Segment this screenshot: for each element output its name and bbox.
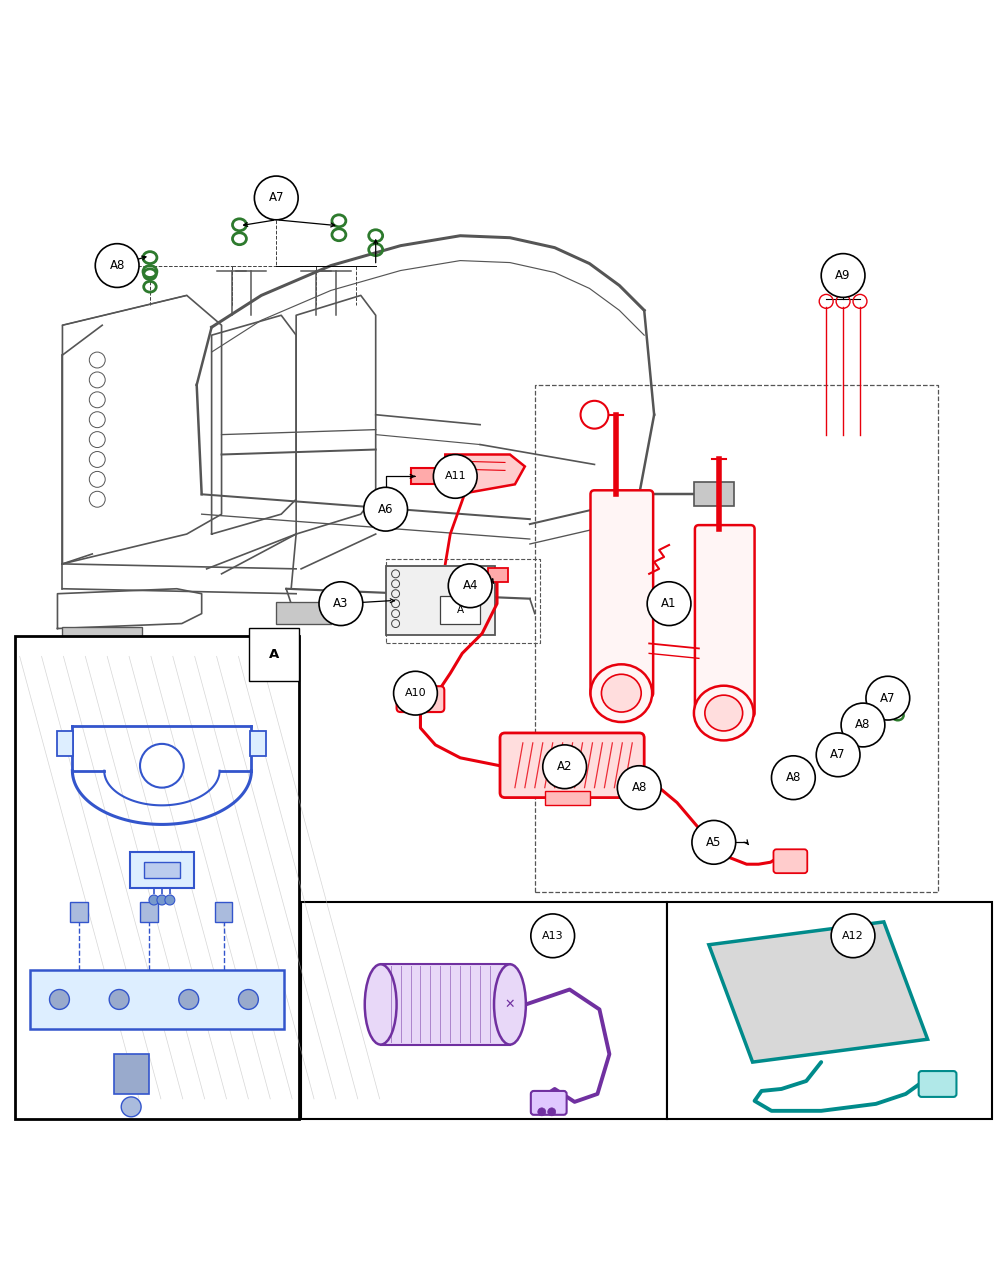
Circle shape — [548, 1107, 556, 1116]
Text: A8: A8 — [109, 258, 125, 272]
FancyBboxPatch shape — [70, 902, 88, 922]
Ellipse shape — [694, 685, 754, 740]
FancyBboxPatch shape — [250, 731, 266, 756]
Text: A7: A7 — [830, 749, 846, 761]
Text: A4: A4 — [462, 579, 478, 592]
Ellipse shape — [705, 696, 743, 731]
FancyBboxPatch shape — [30, 969, 284, 1029]
FancyBboxPatch shape — [545, 791, 590, 805]
Circle shape — [109, 990, 129, 1010]
Polygon shape — [709, 922, 928, 1062]
Text: A5: A5 — [706, 836, 721, 849]
Circle shape — [866, 677, 910, 720]
Circle shape — [95, 243, 139, 288]
Text: A2: A2 — [557, 760, 572, 773]
Text: A8: A8 — [632, 782, 647, 794]
Circle shape — [179, 990, 199, 1010]
FancyBboxPatch shape — [276, 602, 331, 623]
Circle shape — [149, 895, 159, 905]
Polygon shape — [381, 964, 510, 1045]
Circle shape — [617, 765, 661, 810]
Circle shape — [238, 990, 258, 1010]
FancyBboxPatch shape — [531, 1091, 567, 1115]
FancyBboxPatch shape — [140, 902, 158, 922]
Circle shape — [448, 564, 492, 608]
FancyBboxPatch shape — [301, 902, 667, 1119]
FancyBboxPatch shape — [919, 1071, 956, 1097]
FancyBboxPatch shape — [667, 902, 992, 1119]
Circle shape — [816, 732, 860, 777]
FancyBboxPatch shape — [386, 566, 495, 636]
Circle shape — [538, 1107, 546, 1116]
Text: A: A — [269, 647, 279, 661]
Text: A: A — [457, 604, 464, 614]
Circle shape — [50, 990, 69, 1010]
Text: A10: A10 — [405, 688, 426, 698]
Text: A12: A12 — [842, 931, 864, 941]
Circle shape — [543, 745, 587, 788]
Text: A9: A9 — [835, 269, 851, 283]
Circle shape — [319, 582, 363, 626]
Circle shape — [157, 895, 167, 905]
Text: A6: A6 — [378, 503, 393, 516]
FancyBboxPatch shape — [144, 863, 180, 878]
Ellipse shape — [365, 964, 397, 1044]
FancyBboxPatch shape — [694, 483, 734, 507]
Text: A7: A7 — [880, 692, 896, 704]
FancyBboxPatch shape — [397, 687, 444, 712]
Text: A1: A1 — [661, 597, 677, 611]
Circle shape — [165, 895, 175, 905]
Circle shape — [841, 703, 885, 746]
Circle shape — [364, 488, 408, 531]
FancyBboxPatch shape — [114, 1054, 149, 1093]
FancyBboxPatch shape — [695, 525, 755, 717]
FancyBboxPatch shape — [130, 853, 194, 888]
Ellipse shape — [590, 664, 652, 722]
Text: ✕: ✕ — [505, 998, 515, 1011]
FancyBboxPatch shape — [15, 636, 299, 1119]
FancyBboxPatch shape — [62, 627, 142, 649]
Text: A3: A3 — [333, 597, 349, 611]
Ellipse shape — [494, 964, 526, 1044]
Circle shape — [831, 914, 875, 958]
Circle shape — [647, 582, 691, 626]
Text: A11: A11 — [444, 471, 466, 481]
Circle shape — [531, 914, 575, 958]
Circle shape — [821, 253, 865, 298]
FancyBboxPatch shape — [500, 732, 644, 798]
FancyBboxPatch shape — [440, 595, 480, 623]
Circle shape — [254, 176, 298, 219]
FancyBboxPatch shape — [590, 490, 653, 697]
Ellipse shape — [601, 674, 641, 712]
Circle shape — [433, 455, 477, 498]
FancyBboxPatch shape — [411, 469, 438, 484]
Ellipse shape — [456, 464, 474, 485]
Polygon shape — [445, 455, 525, 493]
Text: A7: A7 — [268, 191, 284, 204]
FancyBboxPatch shape — [488, 568, 508, 582]
Text: A8: A8 — [786, 772, 801, 784]
Circle shape — [121, 1097, 141, 1116]
Circle shape — [140, 744, 184, 788]
FancyBboxPatch shape — [215, 902, 232, 922]
Text: A8: A8 — [855, 718, 871, 731]
Circle shape — [692, 821, 736, 864]
Circle shape — [771, 756, 815, 799]
Circle shape — [394, 672, 437, 715]
FancyBboxPatch shape — [57, 731, 73, 756]
FancyBboxPatch shape — [773, 849, 807, 873]
Text: A13: A13 — [542, 931, 564, 941]
